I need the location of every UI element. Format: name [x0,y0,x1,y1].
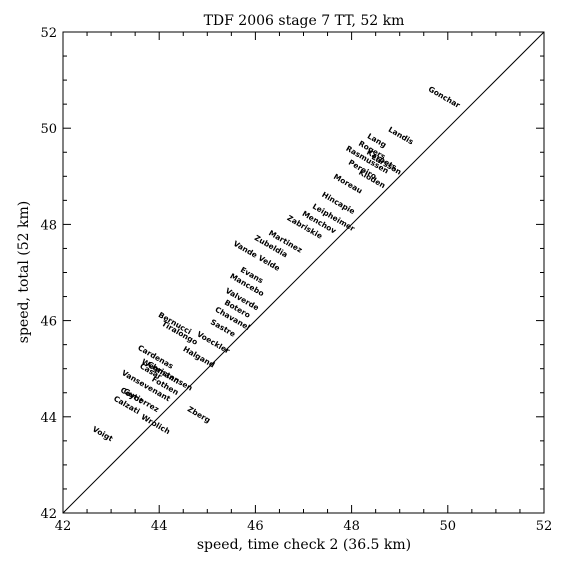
y-tick-label: 46 [40,315,57,330]
x-tick-label: 52 [536,519,553,534]
identity-line [62,31,545,514]
x-tick-label: 46 [247,519,264,534]
rider-point: Halgand [182,344,217,369]
chart-title: TDF 2006 stage 7 TT, 52 km [204,13,405,29]
rider-point: Gonchar [427,84,462,110]
plot-area [62,31,545,514]
x-axis-label: speed, time check 2 (36.5 km) [197,537,411,553]
y-tick-label: 52 [40,26,57,41]
y-tick-label: 50 [40,122,57,137]
rider-point: Voigt [91,424,115,443]
y-axis-label: speed, total (52 km) [16,201,32,343]
y-tick-label: 44 [40,411,57,426]
rider-points: GoncharLandisLangRogersKarpetsLarssonRas… [91,84,462,443]
x-tick-label: 48 [343,519,360,534]
axis-ticks: 42 44 46 48 50 52 42 44 46 48 50 52 [40,26,552,534]
x-tick-label: 44 [151,519,168,534]
y-tick-label: 48 [40,218,57,233]
y-tick-label: 42 [40,507,57,522]
rider-point: Wrolich [140,412,172,436]
x-tick-label: 50 [440,519,457,534]
x-tick-label: 42 [55,519,72,534]
rider-point: Zberg [186,404,212,424]
rider-point: Landis [387,125,416,147]
